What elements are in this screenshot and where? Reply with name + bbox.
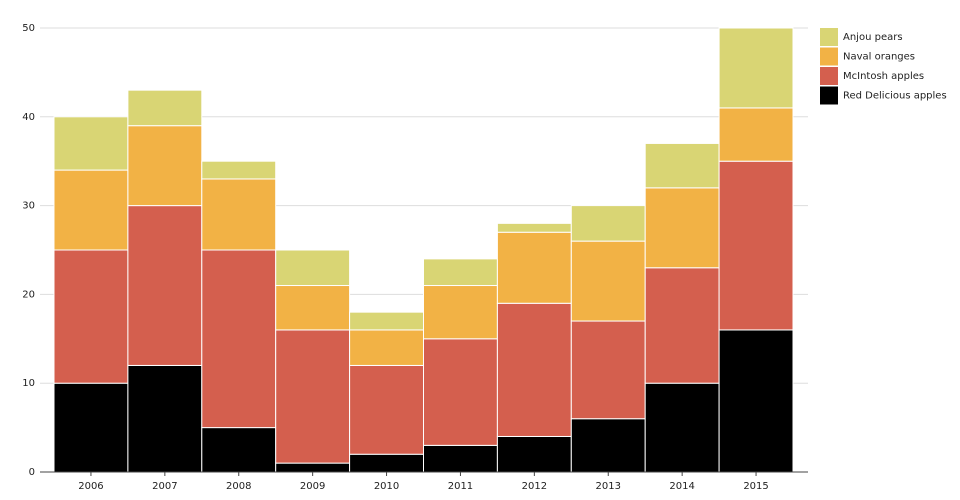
bar-segment [53, 116, 129, 171]
bar-segment [423, 258, 498, 287]
bar-segment [201, 249, 277, 429]
bar-segment [53, 169, 129, 251]
bar-segment [570, 240, 646, 322]
bar-segment [53, 249, 129, 384]
bar-segment [349, 364, 425, 455]
bar-segment [496, 222, 572, 233]
bar-segment [644, 187, 720, 269]
x-tick-label: 2012 [522, 481, 547, 492]
bar-segment [718, 160, 794, 331]
legend-label: Red Delicious apples [843, 91, 947, 102]
legend-swatch [820, 86, 838, 105]
x-tick-label: 2006 [78, 481, 103, 492]
bar-segment [201, 160, 277, 180]
x-tick-label: 2009 [300, 481, 325, 492]
bar-segment [423, 285, 498, 340]
legend-label: McIntosh apples [843, 71, 924, 82]
x-tick-label: 2014 [669, 481, 694, 492]
y-tick-label: 10 [22, 378, 35, 389]
y-tick-label: 0 [29, 467, 35, 478]
bar-segment [53, 382, 129, 473]
bar-segment [201, 427, 277, 473]
bar-segment [644, 142, 720, 189]
bar-segment [570, 418, 646, 473]
bar-segment [496, 302, 572, 437]
bar-segment [423, 338, 498, 446]
bar-segment [644, 382, 720, 473]
bar-segment [496, 435, 572, 473]
y-tick-label: 30 [22, 201, 35, 212]
bar-segment [570, 320, 646, 420]
x-tick-label: 2008 [226, 481, 251, 492]
legend-swatch [820, 67, 838, 85]
bar-segment [275, 249, 351, 287]
bar-segment [644, 267, 720, 384]
y-tick-label: 50 [22, 23, 35, 34]
bar-segment [423, 444, 498, 473]
y-tick-label: 20 [22, 289, 35, 300]
y-tick-label: 40 [22, 112, 35, 123]
bar-segment [275, 462, 351, 473]
legend-label: Anjou pears [843, 32, 903, 43]
bar-segment [349, 329, 425, 366]
bar-segment [127, 89, 203, 127]
bar-segment [127, 364, 203, 473]
x-tick-label: 2015 [743, 481, 768, 492]
bar-segment [496, 231, 572, 304]
bar-segment [570, 205, 646, 242]
bar-segment [127, 205, 203, 366]
x-tick-label: 2010 [374, 481, 399, 492]
x-tick-label: 2013 [596, 481, 621, 492]
bar-segment [349, 311, 425, 331]
x-tick-label: 2011 [448, 481, 473, 492]
legend-label: Naval oranges [843, 52, 915, 63]
bar-segment [718, 329, 794, 473]
legend-swatch [820, 47, 838, 66]
bar-segment [275, 285, 351, 331]
bar-segment [349, 453, 425, 473]
bar-segment [201, 178, 277, 251]
bar-segment [275, 329, 351, 464]
bar-segment [718, 107, 794, 162]
x-tick-label: 2007 [152, 481, 177, 492]
bar-segment [718, 27, 794, 109]
legend-swatch [820, 28, 838, 46]
bar-segment [127, 125, 203, 207]
